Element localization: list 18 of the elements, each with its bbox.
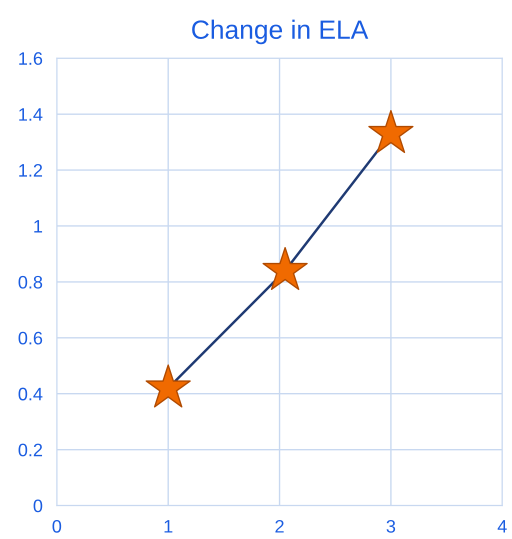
y-tick-label: 0.6: [18, 332, 42, 345]
y-tick-label: 1.2: [19, 164, 42, 177]
point: [368, 110, 414, 154]
x-tick-label: 0: [52, 520, 62, 533]
y-tick-label: 0: [34, 500, 42, 512]
point: [146, 364, 191, 408]
y-tick-label: 1.6: [19, 52, 42, 65]
x-tick-label: 3: [386, 520, 396, 533]
y-tick-label: 0.4: [18, 388, 42, 400]
x-tick-label: 4: [498, 520, 507, 533]
y-tick-label: 1.4: [19, 108, 42, 121]
x-tick-label: 1: [164, 520, 172, 533]
y-tick-label: 1: [34, 220, 42, 233]
point: [262, 246, 308, 290]
chart-title: Change in ELA: [192, 20, 368, 44]
y-tick-label: 0.8: [18, 276, 42, 289]
y-tick-label: 0.2: [18, 444, 42, 456]
x-tick-label: 2: [275, 520, 284, 533]
